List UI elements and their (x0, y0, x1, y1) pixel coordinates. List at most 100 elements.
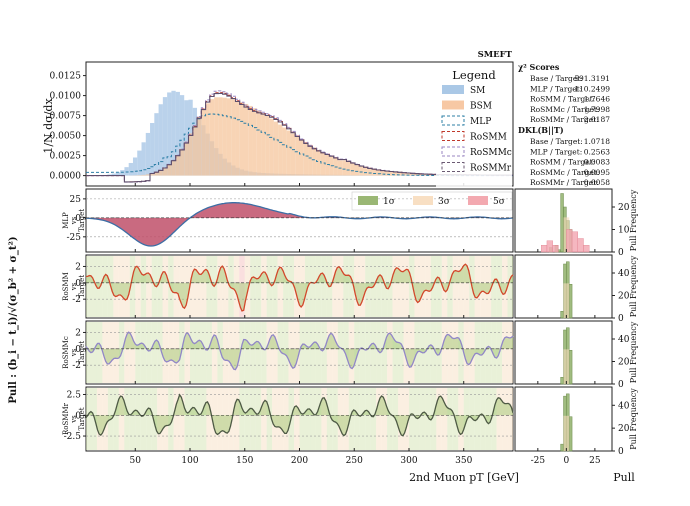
sm-bar (111, 173, 116, 176)
bsm-bar (423, 174, 428, 176)
bsm-bar (235, 100, 240, 176)
sigma-band (326, 322, 333, 383)
bsm-bar (265, 115, 270, 176)
sigma-band (86, 322, 92, 383)
sigma-band (310, 256, 316, 317)
bsm-bar (214, 97, 219, 176)
sigma-band (321, 322, 327, 383)
pull-hist-ytick-label: 20 (618, 424, 630, 434)
pull-ylabel: Pull : (b_i − t_i)/√(σ_b² + σ_t²) (7, 236, 19, 403)
sigma-band (452, 256, 459, 317)
pull-line (85, 331, 514, 371)
pull-hist-panel-1: 0 10 20 Pull Frequency (514, 188, 638, 258)
sigma-band (190, 388, 196, 450)
sigma-band (463, 256, 470, 317)
sigma-band (206, 322, 212, 383)
sigma-band (217, 256, 223, 317)
sigma-band (387, 322, 393, 383)
bsm-bar (393, 172, 398, 176)
bsm-bar (320, 152, 326, 176)
top-ytick-label: 0.0025 (50, 152, 82, 162)
sigma-band (321, 256, 327, 317)
sigma-band (129, 388, 136, 450)
sigma-band (315, 256, 322, 317)
pull-panel-label-vs: vs (70, 348, 78, 357)
top-ytick-label: 0.0075 (50, 112, 82, 122)
dkl-row-value: 0.0095 (584, 168, 610, 177)
pull-hist-ytick-label: 0 (618, 248, 624, 258)
pull-line (85, 393, 514, 437)
xtick-label: 350 (455, 456, 472, 466)
chi2-row-value: 1.7998 (584, 105, 610, 114)
sigma-band (135, 388, 141, 450)
bsm-bar (290, 133, 296, 176)
sm-bar (124, 167, 129, 176)
sigma-band (408, 388, 415, 450)
sigma-band (315, 322, 322, 383)
pull-hist-5sigma-bar (552, 245, 559, 253)
sigma-band (288, 256, 295, 317)
pull-hist-xtick-label: 0 (563, 456, 569, 466)
legend-swatch (442, 85, 464, 94)
sigma-band (261, 322, 267, 383)
bsm-bar (384, 171, 390, 176)
sigma-band (113, 388, 119, 450)
sigma-band (370, 388, 377, 450)
bsm-bar (175, 155, 180, 176)
pull-panel-3: -2 0 2 RoSMMc vs Target (62, 320, 514, 385)
pull-hist-xtick-label: -25 (531, 456, 546, 466)
sigma-band (436, 388, 442, 450)
pull-hist-ytick-label: 10 (618, 226, 630, 236)
sigma-band (502, 388, 508, 450)
bsm-bar (243, 103, 249, 176)
bsm-bar (389, 171, 394, 176)
sigma-band (419, 388, 426, 450)
sigma-band (200, 388, 207, 450)
pull-hist-panel-3: 0 20 40 Pull Frequency (514, 320, 638, 390)
pull-hist-bar (560, 443, 564, 452)
bsm-bar (299, 139, 304, 176)
sigma-band (250, 322, 256, 383)
bsm-bar (269, 118, 274, 176)
legend-label: RoSMM (470, 133, 507, 143)
sigma-band (184, 322, 191, 383)
dkl-row-value: 0.0083 (584, 158, 610, 167)
sigma-band (244, 388, 251, 450)
sm-bar (145, 132, 151, 176)
sigma-band (332, 256, 338, 317)
dkl-row-value: 0.2563 (584, 147, 610, 156)
sigma-band (206, 256, 212, 317)
sigma-band (184, 388, 191, 450)
bsm-bar (342, 160, 347, 176)
pull-panel-label-model: MLP (62, 212, 70, 229)
pull-panel-label-target: Target (78, 275, 86, 298)
chi2-row-label: Base / Target: (530, 74, 583, 83)
sigma-band (425, 388, 431, 450)
legend-label: SM (470, 86, 485, 96)
dkl-row-label: RoSMMr / Target: (530, 178, 599, 187)
pull-panel-label-target: Target (78, 209, 86, 232)
bsm-bar (372, 168, 377, 176)
sigma-band (381, 322, 388, 383)
mlp-step-line (86, 113, 513, 177)
pull-hist-5sigma-bar (546, 240, 553, 253)
bsm-bar (222, 97, 227, 176)
sigma-band (337, 322, 344, 383)
xtick-label: 250 (346, 456, 363, 466)
sigma-band (118, 388, 125, 450)
sigma-band (310, 388, 316, 450)
pull-ytick-label: -2 (72, 361, 81, 371)
sigma-band (294, 388, 300, 450)
bsm-bar (162, 168, 168, 176)
sigma-band (507, 256, 513, 317)
sigma-band (261, 256, 267, 317)
chi2-row-label: RoSMM / Target: (530, 95, 595, 104)
sigma-band (173, 388, 180, 450)
bsm-bar (312, 147, 317, 176)
bsm-bar (201, 109, 206, 176)
xtick-label: 300 (400, 456, 417, 466)
bsm-bar (158, 170, 163, 176)
sigma-band (392, 322, 399, 383)
sigma-legend: 1σ 3σ 5σ (351, 191, 513, 211)
